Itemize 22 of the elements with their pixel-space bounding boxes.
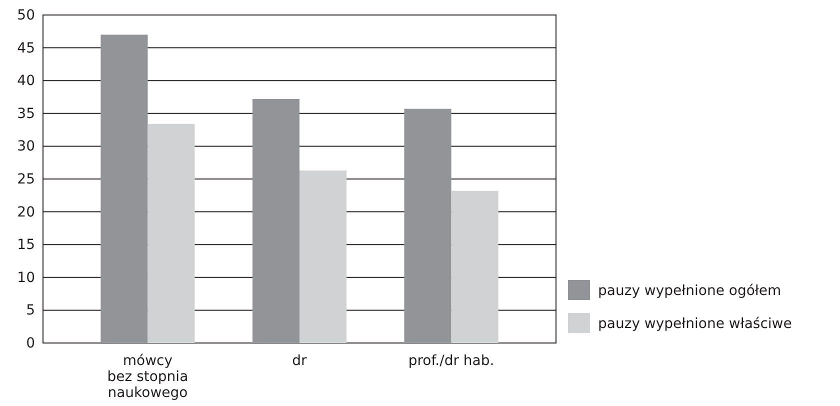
y-tick-label: 5 — [26, 302, 35, 319]
bar — [148, 124, 195, 343]
bar — [252, 98, 300, 343]
bar — [404, 108, 452, 343]
bar — [300, 170, 347, 343]
y-tick-label: 20 — [17, 204, 35, 220]
y-tick-label: 50 — [17, 7, 35, 24]
y-tick-label: 0 — [26, 335, 35, 352]
legend-label: pauzy wypełnione właściwe — [598, 316, 792, 332]
x-tick-label: prof./dr hab. — [408, 353, 494, 369]
bar — [100, 34, 148, 343]
x-tick-label: mówcy bez stopnia naukowego — [107, 353, 188, 401]
y-tick-label: 25 — [17, 171, 35, 188]
legend-label: pauzy wypełnione ogółem — [598, 283, 782, 299]
x-tick-label: dr — [292, 353, 308, 369]
y-tick-label: 35 — [17, 106, 35, 122]
y-tick-label: 40 — [17, 73, 35, 90]
y-tick-label: 10 — [17, 270, 35, 286]
y-tick-label: 30 — [17, 138, 35, 155]
y-tick-label: 15 — [17, 237, 35, 254]
bar — [451, 190, 498, 343]
y-tick-label: 45 — [17, 40, 35, 56]
